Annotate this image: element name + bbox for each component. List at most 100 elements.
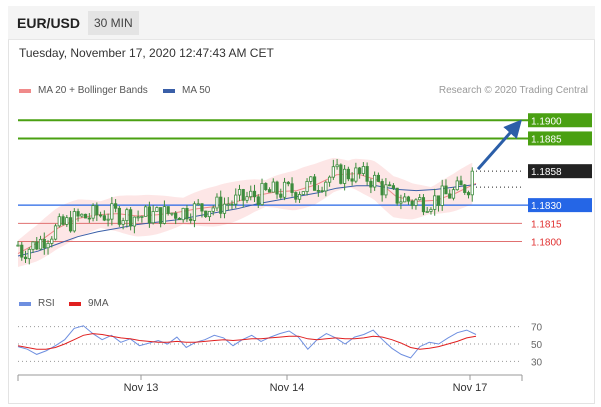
candle-body (282, 181, 287, 198)
bollinger-band (18, 157, 473, 267)
candle-body (162, 206, 167, 224)
candle-body (230, 203, 234, 206)
candle-body (354, 167, 358, 182)
candle-body (305, 181, 309, 192)
candle-body (155, 207, 159, 212)
candle-body (369, 180, 373, 188)
forecast-arrow (476, 119, 522, 171)
legend-rsi-label: RSI (38, 298, 55, 309)
candle-body (384, 184, 388, 196)
candle-body (376, 174, 380, 182)
candle-body (23, 256, 28, 260)
candle-body (279, 193, 283, 198)
candle-body (436, 195, 441, 206)
candle-body (455, 180, 459, 191)
candle-body (466, 192, 471, 196)
candle-body (151, 211, 155, 224)
legend-ma20-label: MA 20 + Bollinger Bands (38, 85, 148, 96)
time-tick-label: Nov 13 (124, 382, 159, 394)
candle-body (470, 170, 474, 196)
candle-body (189, 218, 193, 221)
candle-body (309, 176, 313, 182)
candle-body (226, 203, 230, 206)
candle-body (31, 241, 35, 250)
rsi-tick-30: 30 (531, 357, 543, 368)
candle-body (181, 207, 185, 221)
level-tag-1.1900 (528, 113, 592, 128)
level-label-1.1858: 1.1858 (531, 167, 562, 178)
candle-body (38, 238, 43, 250)
candle-body (215, 196, 219, 209)
candle-body (147, 206, 151, 224)
ma50-line (17, 184, 477, 257)
credit-label: Research © 2020 Trading Central (438, 85, 588, 96)
candle-body (395, 187, 399, 204)
candle-body (252, 190, 257, 198)
time-tick-label: Nov 14 (270, 382, 305, 394)
legend-9ma-label: 9MA (88, 298, 109, 309)
candle-body (46, 243, 50, 249)
candle-body (196, 203, 200, 206)
candle-body (211, 207, 215, 212)
candle-body (245, 196, 249, 201)
candle-body (125, 209, 129, 222)
timeframe-badge[interactable]: 30 MIN (88, 11, 139, 35)
candle-body (414, 199, 418, 206)
rsi-tick-50: 50 (531, 340, 543, 351)
candle-body (358, 167, 362, 174)
candle-body (166, 206, 170, 214)
candle-body (365, 166, 369, 182)
candle-body (264, 183, 268, 190)
candle-body (192, 203, 197, 221)
level-label-1.1885: 1.1885 (531, 134, 562, 145)
candle-body (98, 214, 103, 217)
candle-body (294, 192, 298, 200)
candle-body (110, 203, 114, 220)
candle-body (117, 207, 121, 225)
legend-ma50: MA 50 (163, 85, 210, 96)
level-label-1.1815: 1.1815 (531, 219, 562, 230)
candle-body (237, 189, 242, 196)
candle-body (53, 225, 58, 240)
candle-body (76, 211, 80, 217)
candle-body (241, 189, 245, 201)
candle-body (207, 210, 212, 218)
candle-body (132, 216, 136, 227)
candle-body (339, 164, 343, 184)
candle-body (399, 201, 403, 204)
candle-body (20, 244, 24, 258)
candle-body (68, 217, 73, 232)
candle-body (421, 197, 426, 213)
candle-body (451, 189, 456, 199)
candle-body (102, 215, 106, 221)
level-tag-1.1858 (528, 164, 592, 179)
candle-body (406, 196, 411, 202)
candle-body (361, 166, 365, 174)
candle-body (380, 181, 384, 196)
candle-body (87, 217, 91, 220)
candle-body (301, 191, 305, 195)
candle-body (316, 189, 320, 192)
candle-body (425, 211, 429, 213)
legend-ma50-label: MA 50 (182, 85, 211, 96)
candle-body (286, 181, 290, 185)
candle-body (65, 217, 69, 225)
candle-body (170, 212, 174, 215)
candle-body (267, 189, 272, 193)
candle-body (72, 211, 76, 232)
candle-body (429, 208, 433, 212)
candle-body (346, 168, 350, 180)
candle-body (459, 180, 463, 186)
legend-9ma-swatch (69, 301, 81, 306)
candle-body (57, 216, 61, 227)
candle-body (444, 185, 448, 195)
candle-body (16, 244, 20, 247)
candle-body (140, 215, 144, 218)
candle-body (234, 194, 238, 205)
candle-body (433, 195, 437, 210)
candle-body (343, 168, 347, 184)
candle-body (83, 213, 88, 219)
level-tag-1.1885 (528, 131, 592, 146)
candle-body (159, 207, 163, 224)
